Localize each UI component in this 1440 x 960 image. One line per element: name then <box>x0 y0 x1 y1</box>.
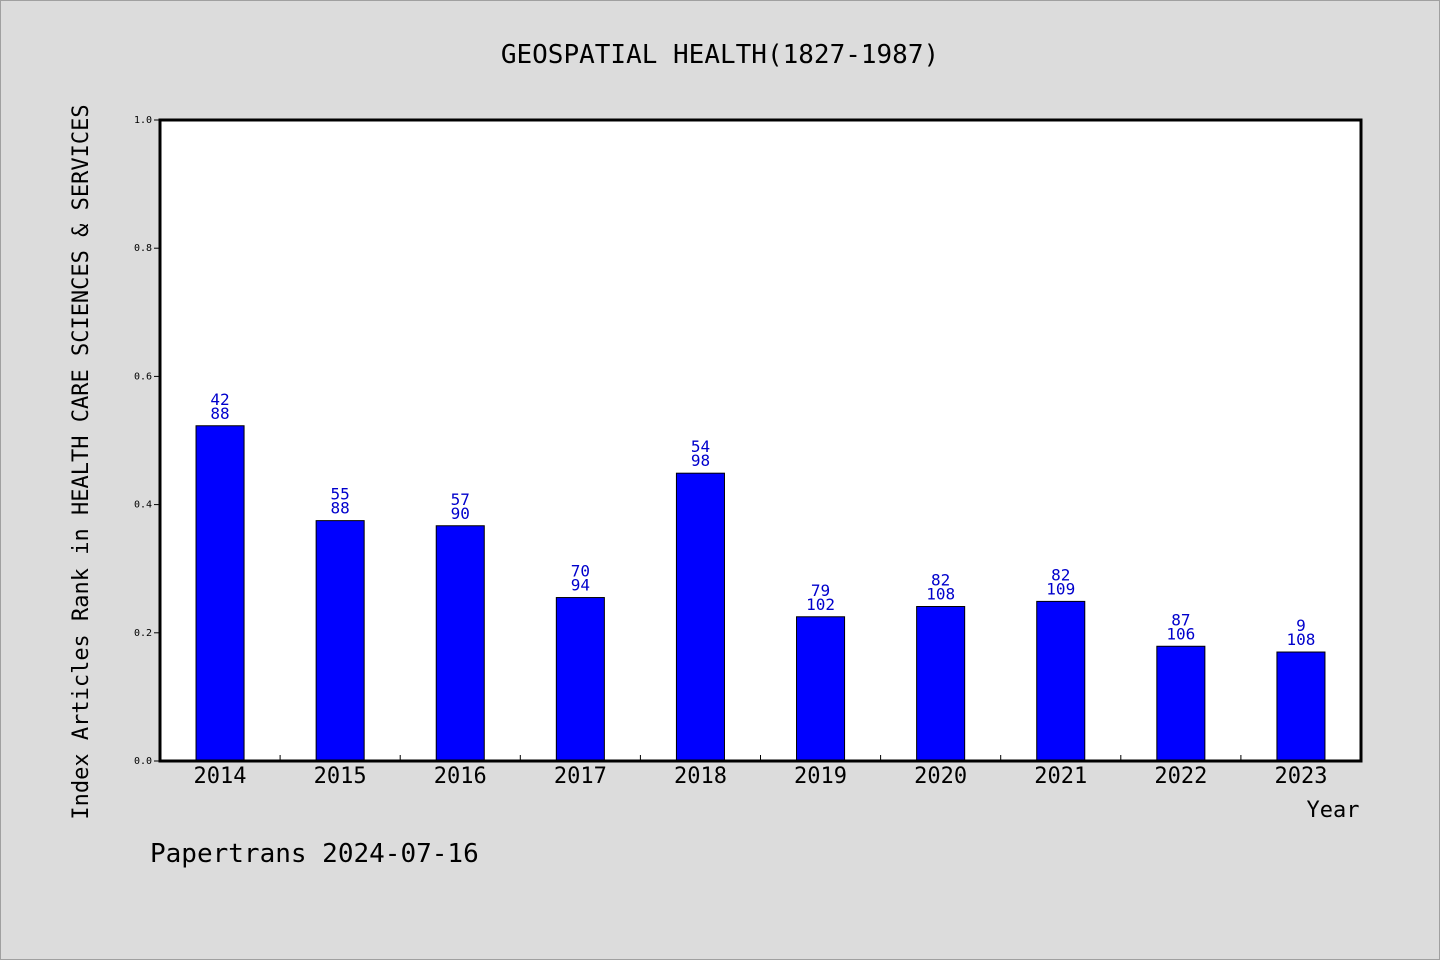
x-tick-label: 2017 <box>554 764 607 789</box>
bars-group <box>195 425 1326 762</box>
x-tick-label: 2015 <box>314 764 367 789</box>
x-axis: 2014 2015 2016 2017 2018 2019 2020 2021 2022 2023 <box>194 755 1327 789</box>
bar-total-label: 98 <box>691 451 710 470</box>
y-axis: 0.0 0.2 0.4 0.6 0.8 1.0 <box>134 115 160 767</box>
bar-total-label: 94 <box>571 576 590 595</box>
bar-rank-label: 54 <box>691 437 710 456</box>
bar-2021 <box>1036 600 1086 762</box>
footer-credit: Papertrans 2024-07-16 <box>150 839 479 869</box>
bar-2018 <box>675 472 725 762</box>
x-tick-label: 2014 <box>194 764 247 789</box>
y-tick-label: 0.6 <box>134 371 152 382</box>
bar-total-label: 102 <box>806 595 835 614</box>
bar-2020 <box>916 606 966 762</box>
x-axis-label: Year <box>1307 798 1360 823</box>
bar-total-label: 106 <box>1166 624 1195 643</box>
bar-2015 <box>315 520 365 762</box>
bar-total-label: 108 <box>1286 630 1315 649</box>
bar-rank-label: 55 <box>331 485 350 504</box>
x-tick-label: 2022 <box>1154 764 1207 789</box>
bar-rank-label: 57 <box>451 490 470 509</box>
bar-rank-label: 82 <box>931 571 950 590</box>
x-tick-label: 2018 <box>674 764 727 789</box>
bar-rank-label: 42 <box>210 390 229 409</box>
plot-border <box>158 118 1363 763</box>
bar-rank-label: 79 <box>811 581 830 600</box>
x-tick-label: 2020 <box>914 764 967 789</box>
bar-rank-label: 70 <box>571 562 590 581</box>
y-tick-label: 0.4 <box>134 500 152 511</box>
bar-2017 <box>555 597 605 762</box>
bar-rank-label: 87 <box>1171 610 1190 629</box>
bar-2014 <box>195 425 245 762</box>
bar-2022 <box>1156 645 1206 762</box>
y-tick-label: 0.2 <box>134 628 152 639</box>
bar-total-label: 88 <box>210 404 229 423</box>
bar-rank-label: 9 <box>1296 616 1306 635</box>
y-axis-label: Index Articles Rank in HEALTH CARE SCIEN… <box>69 104 94 819</box>
x-tick-label: 2023 <box>1274 764 1327 789</box>
bar-total-label: 88 <box>331 499 350 518</box>
x-tick-label: 2016 <box>434 764 487 789</box>
y-tick-label: 0.8 <box>134 243 152 254</box>
y-tick-label: 0.0 <box>134 756 152 767</box>
bar-total-label: 90 <box>451 504 470 523</box>
bar-rank-label: 82 <box>1051 565 1070 584</box>
x-tick-label: 2021 <box>1034 764 1087 789</box>
bar-total-label: 109 <box>1046 579 1075 598</box>
bar-2019 <box>796 616 846 762</box>
x-tick-label: 2019 <box>794 764 847 789</box>
bar-2016 <box>435 525 485 762</box>
bar-total-label: 108 <box>926 585 955 604</box>
chart-title: GEOSPATIAL HEALTH(1827-1987) <box>501 40 939 70</box>
bar-2023 <box>1276 651 1326 762</box>
y-tick-label: 1.0 <box>134 115 152 126</box>
